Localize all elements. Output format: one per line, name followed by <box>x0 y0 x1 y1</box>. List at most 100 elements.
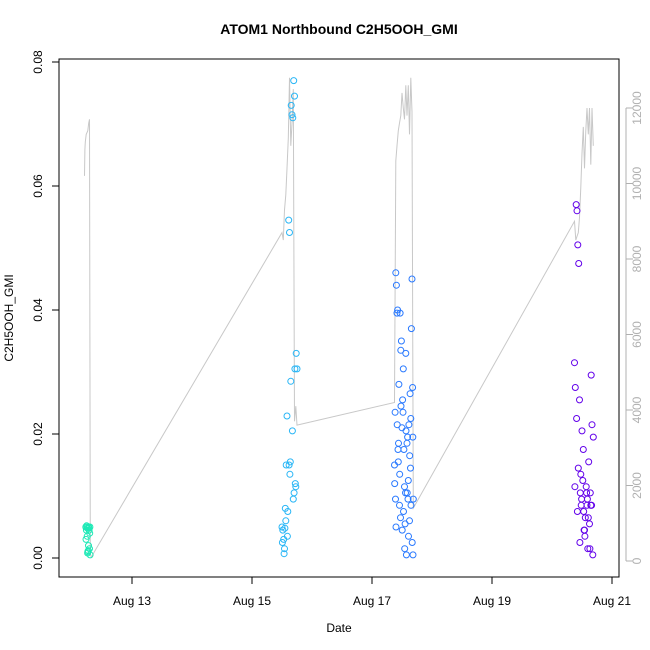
data-point <box>585 458 593 466</box>
data-point <box>82 535 90 543</box>
data-point <box>400 508 407 515</box>
data-point <box>573 508 581 515</box>
y2-tick-label: 12000 <box>630 91 644 125</box>
data-point <box>574 241 582 249</box>
data-point <box>407 464 414 472</box>
data-point <box>284 508 292 515</box>
data-point <box>409 551 417 559</box>
data-point <box>397 402 405 410</box>
data-point <box>571 384 579 391</box>
data-point <box>571 483 579 491</box>
data-point <box>589 551 597 559</box>
data-point <box>401 545 409 553</box>
data-point <box>586 545 594 553</box>
flight-series-1 <box>82 522 94 559</box>
data-point <box>396 470 404 478</box>
data-point <box>392 495 399 503</box>
data-point <box>573 207 581 215</box>
y-axis-label: C2H5OOH_GMI <box>2 274 16 361</box>
data-point <box>396 309 404 317</box>
data-point <box>578 427 586 435</box>
flight-series-2 <box>278 77 301 558</box>
data-point <box>407 415 415 422</box>
data-point <box>576 489 584 497</box>
data-point <box>580 508 588 515</box>
data-point <box>391 408 399 416</box>
data-point <box>406 517 413 525</box>
data-point <box>399 396 407 404</box>
data-point <box>292 349 300 357</box>
data-point <box>286 470 294 478</box>
data-point <box>576 539 584 546</box>
data-point <box>407 501 415 509</box>
data-point <box>281 524 289 532</box>
data-point <box>391 480 399 488</box>
data-point <box>285 461 293 469</box>
data-point <box>399 365 407 373</box>
y2-tick-label: 10000 <box>630 166 644 200</box>
data-point <box>406 390 414 398</box>
data-point <box>288 427 296 435</box>
data-point <box>278 539 286 546</box>
data-point <box>586 489 594 497</box>
data-point <box>85 542 92 550</box>
data-point <box>394 458 402 466</box>
data-point <box>579 446 587 453</box>
data-point <box>578 495 586 503</box>
data-point <box>402 551 410 559</box>
data-point <box>406 452 414 460</box>
x-tick-label: Aug 19 <box>473 594 511 608</box>
data-point <box>290 489 298 497</box>
data-point <box>589 433 597 441</box>
y2-tick-label: 2000 <box>630 472 644 499</box>
data-point <box>404 477 412 484</box>
data-point <box>396 501 403 509</box>
data-point <box>85 524 93 532</box>
data-point <box>83 522 91 530</box>
data-point <box>86 529 94 537</box>
data-point <box>586 520 593 528</box>
y2-tick-label: 0 <box>630 557 644 564</box>
data-point <box>282 517 290 525</box>
data-point <box>583 489 591 497</box>
data-point <box>572 201 580 209</box>
data-point <box>580 526 588 534</box>
data-point <box>286 458 294 466</box>
data-point <box>407 325 415 333</box>
data-point <box>581 514 589 522</box>
data-point <box>397 337 405 345</box>
x-axis-label: Date <box>326 621 352 635</box>
x-tick-label: Aug 13 <box>113 594 151 608</box>
data-point <box>397 346 405 354</box>
x-tick-label: Aug 21 <box>593 594 631 608</box>
x-tick-label: Aug 15 <box>233 594 271 608</box>
data-point <box>283 412 291 420</box>
data-point <box>583 495 591 503</box>
y-tick-label: 0.04 <box>31 298 45 322</box>
data-point <box>404 433 412 441</box>
data-point <box>398 526 406 534</box>
data-point <box>582 483 590 491</box>
data-point <box>287 377 295 385</box>
data-point <box>571 359 578 367</box>
y-tick-label: 0.06 <box>31 174 45 198</box>
data-point <box>573 415 581 422</box>
data-point <box>393 309 401 317</box>
data-point <box>402 489 409 497</box>
data-point <box>289 114 297 122</box>
data-point <box>408 539 416 546</box>
y2-axis-right: 0 2000 4000 6000 8000 10000 12000 <box>625 91 644 564</box>
data-point <box>403 439 411 447</box>
data-point <box>575 260 583 267</box>
data-point <box>279 526 287 534</box>
data-point <box>402 427 410 435</box>
data-point <box>409 495 417 503</box>
data-point <box>291 480 299 488</box>
data-point <box>86 551 94 559</box>
data-point <box>399 408 407 416</box>
data-point <box>404 495 412 503</box>
data-point <box>408 275 416 283</box>
y-tick-label: 0.02 <box>31 422 45 446</box>
data-point <box>291 92 298 100</box>
data-point <box>291 365 299 373</box>
